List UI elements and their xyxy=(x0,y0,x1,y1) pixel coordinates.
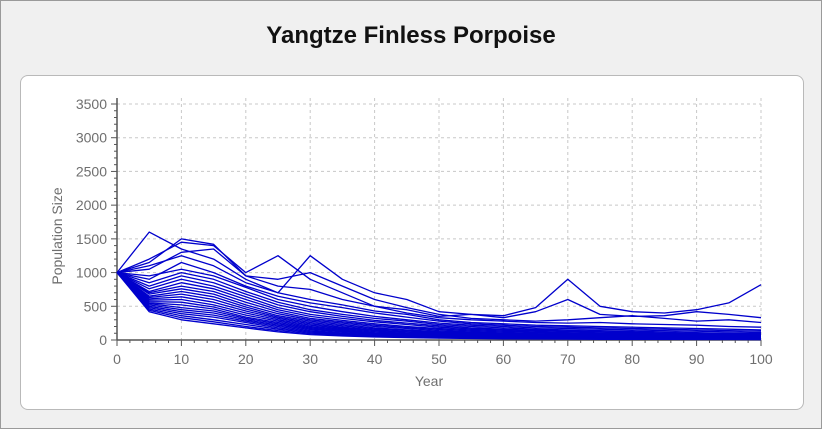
x-tick-label: 0 xyxy=(113,351,121,367)
y-tick-label: 2000 xyxy=(76,197,107,213)
series-line-7 xyxy=(116,268,762,334)
series-line-16 xyxy=(116,272,762,339)
x-tick-label: 70 xyxy=(560,351,576,367)
y-axis-title: Population Size xyxy=(49,187,65,285)
y-tick-label: 500 xyxy=(84,298,108,314)
series-line-1 xyxy=(116,231,762,317)
series-line-8 xyxy=(116,271,762,335)
chart-title: Yangtze Finless Porpoise xyxy=(266,22,556,49)
series-line-3 xyxy=(116,238,762,324)
y-tick-label: 1500 xyxy=(76,231,107,247)
series-line-26 xyxy=(116,272,762,341)
series-line-9 xyxy=(116,272,762,335)
x-tick-label: 20 xyxy=(238,351,254,367)
y-tick-label: 3000 xyxy=(76,130,107,146)
series-line-5 xyxy=(116,255,762,331)
line-chart: 0 500 1000 1500 2000 2500 3000 3500 0 10 20 30 40 50 6… xyxy=(49,96,773,389)
chart-panel: 0 500 1000 1500 2000 2500 3000 3500 0 10 20 30 40 50 6… xyxy=(20,75,804,410)
y-tick-label: 1000 xyxy=(76,265,107,281)
x-tick-label: 50 xyxy=(431,351,447,367)
series-line-6 xyxy=(116,261,762,332)
x-tick-label: 90 xyxy=(689,351,705,367)
x-tick-label: 100 xyxy=(749,351,773,367)
y-tick-label: 3500 xyxy=(76,96,107,112)
x-tick-label: 80 xyxy=(624,351,640,367)
x-tick-label: 30 xyxy=(302,351,318,367)
x-tick-label: 60 xyxy=(496,351,512,367)
x-tick-label: 10 xyxy=(174,351,190,367)
y-tick-label: 0 xyxy=(99,332,107,348)
y-tick-label: 2500 xyxy=(76,163,107,179)
series-line-13 xyxy=(116,272,762,337)
x-tick-label: 40 xyxy=(367,351,383,367)
series-line-4 xyxy=(116,248,762,328)
x-axis-title: Year xyxy=(415,373,444,389)
series-line-11 xyxy=(116,272,762,336)
